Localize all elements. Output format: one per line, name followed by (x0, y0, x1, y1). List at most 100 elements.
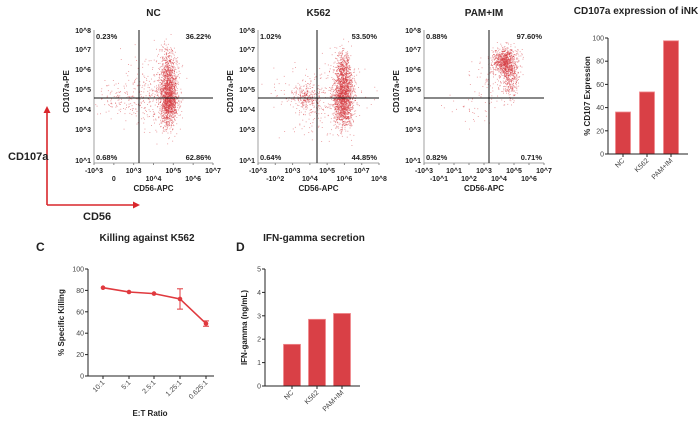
event-dot (274, 86, 275, 88)
event-dot (150, 60, 152, 62)
event-dot (161, 56, 163, 58)
event-dot (340, 61, 342, 63)
event-dot (165, 61, 167, 63)
event-dot (353, 75, 355, 77)
event-dot (335, 113, 337, 115)
event-dot (164, 66, 166, 68)
event-dot (342, 88, 344, 89)
event-dot (182, 64, 184, 66)
event-dot (170, 98, 171, 100)
event-dot (346, 75, 348, 77)
event-dot (170, 92, 172, 94)
event-dot (301, 92, 303, 94)
event-dot (111, 98, 112, 100)
event-dot (175, 95, 177, 97)
event-dot (171, 90, 172, 92)
event-dot (109, 104, 110, 106)
event-dot (174, 108, 176, 110)
event-dot (161, 64, 163, 66)
event-dot (308, 113, 310, 115)
quadrant-lower-left: 0.68% (96, 153, 118, 162)
event-dot (172, 121, 173, 123)
event-dot (338, 83, 340, 85)
event-dot (341, 106, 343, 108)
event-dot (160, 121, 162, 123)
event-dot (166, 102, 168, 103)
event-dot (158, 117, 160, 119)
event-dot (304, 96, 306, 98)
event-dot (337, 87, 339, 89)
event-dot (351, 109, 352, 110)
event-dot (340, 131, 342, 133)
event-dot (310, 81, 312, 83)
event-dot (342, 120, 343, 121)
event-dot (157, 92, 159, 94)
event-dot (176, 76, 178, 78)
flow-plot-title: K562 (307, 8, 331, 19)
event-dot (341, 100, 342, 102)
event-dot (134, 102, 136, 104)
event-dot (168, 121, 170, 123)
event-dot (171, 101, 173, 102)
event-dot (341, 66, 343, 67)
event-dot (167, 143, 169, 145)
event-dot (348, 116, 349, 118)
event-dot (173, 113, 175, 115)
event-dot (159, 90, 161, 92)
event-dot (333, 107, 335, 108)
event-dot (348, 102, 350, 104)
event-dot (334, 83, 336, 85)
event-dot (324, 92, 326, 94)
event-dot (346, 70, 348, 72)
event-dot (337, 105, 339, 107)
event-dot (344, 108, 346, 109)
event-dot (334, 69, 335, 71)
event-dot (307, 87, 309, 89)
event-dot (167, 90, 169, 92)
event-dot (163, 88, 165, 89)
event-dot (280, 103, 282, 105)
event-dot (339, 89, 340, 91)
event-dot (161, 61, 163, 62)
x-tick-label: 10^5 (319, 167, 335, 175)
event-dot (339, 115, 341, 117)
event-dot (340, 74, 341, 75)
event-dot (160, 119, 162, 121)
quadrant-lower-left: 0.64% (260, 153, 282, 162)
event-dot (175, 103, 176, 105)
event-dot (342, 91, 344, 93)
event-dot (347, 66, 349, 67)
event-dot (344, 78, 346, 80)
event-dot (349, 74, 351, 76)
event-dot (291, 91, 292, 93)
event-dot (338, 98, 340, 100)
event-dot (343, 81, 345, 82)
event-dot (170, 111, 171, 112)
event-dot (336, 109, 338, 111)
event-dot (166, 116, 168, 118)
event-dot (321, 141, 323, 142)
event-dot (172, 91, 174, 93)
event-dot (164, 74, 166, 76)
event-dot (339, 112, 341, 114)
event-dot (164, 118, 166, 120)
event-dot (150, 83, 151, 85)
event-dot (342, 113, 344, 115)
event-dot (170, 102, 172, 104)
event-dot (337, 99, 339, 101)
event-dot (333, 117, 335, 119)
event-dot (169, 64, 170, 66)
event-dot (126, 92, 128, 94)
event-dot (336, 125, 337, 127)
event-dot (332, 94, 334, 96)
event-dot (319, 99, 321, 101)
event-dot (176, 98, 178, 100)
event-dot (169, 91, 171, 93)
event-dot (291, 90, 293, 92)
event-dot (166, 91, 168, 93)
event-dot (165, 81, 167, 82)
event-dot (301, 90, 302, 92)
event-dot (166, 46, 168, 48)
event-dot (170, 55, 172, 57)
event-dot (175, 89, 176, 91)
